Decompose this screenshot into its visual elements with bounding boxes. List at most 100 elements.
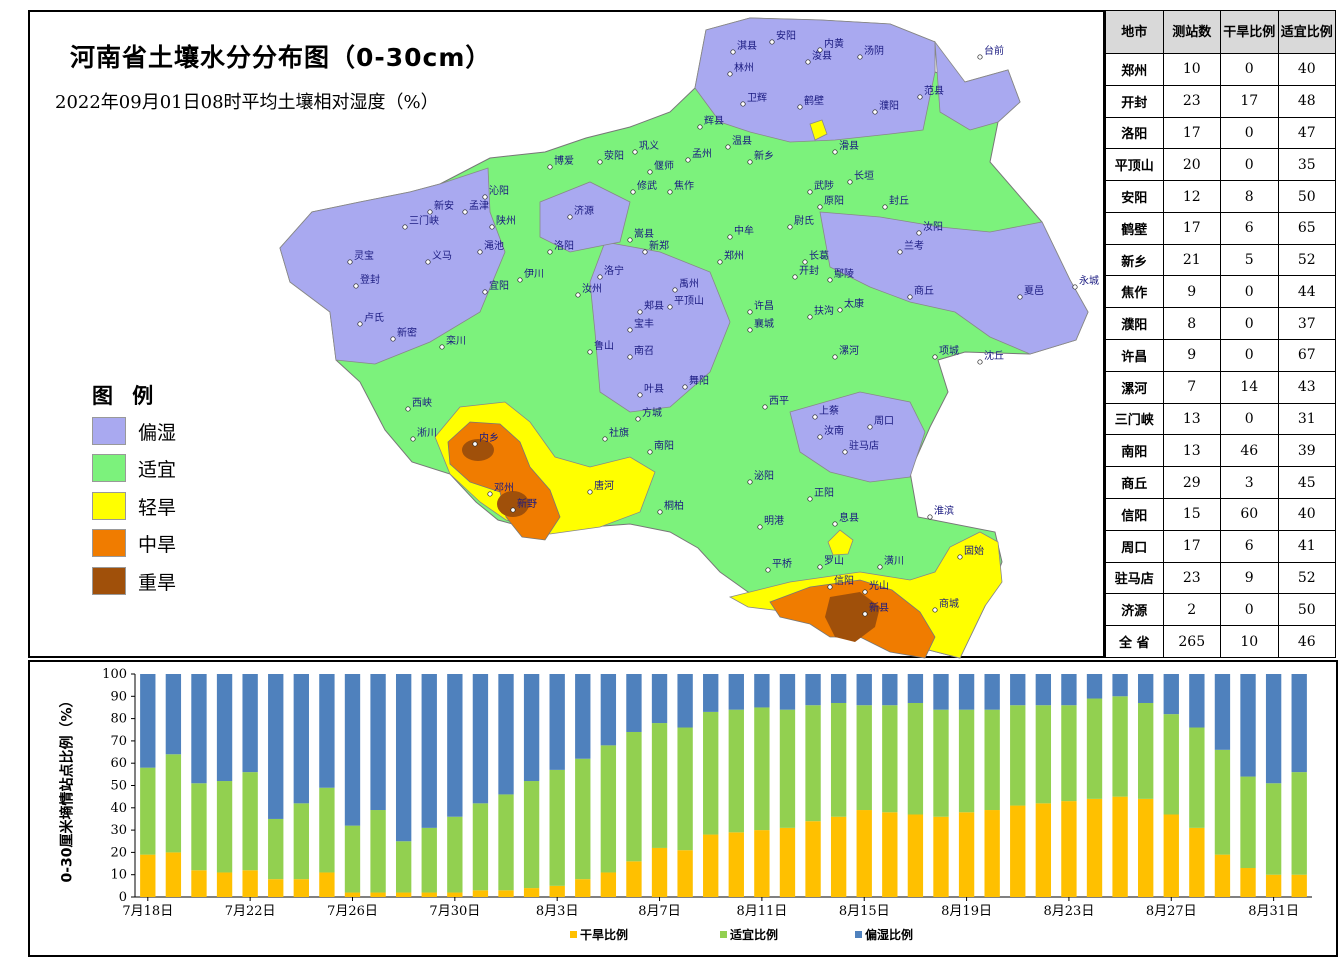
place-label: 栾川 <box>446 334 466 347</box>
legend-label: 适宜 <box>138 458 177 481</box>
bar-segment <box>754 830 770 897</box>
bar-segment <box>1163 814 1179 897</box>
station-dot <box>682 384 688 390</box>
bar-segment <box>1291 674 1307 773</box>
station-dot <box>637 392 643 398</box>
place-label: 济源 <box>574 204 594 217</box>
bar-segment <box>1061 674 1077 706</box>
place-label: 叶县 <box>644 383 664 395</box>
station-dot <box>916 230 922 236</box>
place-label: 新安 <box>434 199 454 212</box>
station-dot <box>627 237 633 243</box>
place-label: 南阳 <box>654 439 674 452</box>
value-cell: 52 <box>1277 561 1336 595</box>
y-tick-label: 60 <box>110 756 127 771</box>
place-label: 汝南 <box>824 424 844 437</box>
bar-segment <box>216 781 233 873</box>
bar-segment <box>1035 705 1052 804</box>
place-label: 舞阳 <box>689 375 709 387</box>
place-label: 长垣 <box>854 170 874 182</box>
bar-segment <box>1112 796 1128 897</box>
bar-segment <box>140 854 156 897</box>
place-label: 淅川 <box>417 427 437 439</box>
bar-segment <box>293 803 309 880</box>
bar-segment <box>830 816 847 897</box>
place-label: 洛宁 <box>604 264 624 277</box>
bar-segment <box>856 674 872 706</box>
bar-segment <box>1291 874 1307 897</box>
station-dot <box>482 289 488 295</box>
station-dot <box>877 564 883 570</box>
station-dot <box>957 554 963 560</box>
value-cell: 31 <box>1277 402 1336 436</box>
place-label: 中牟 <box>734 224 754 237</box>
station-dot <box>667 189 673 195</box>
bar-segment <box>191 674 207 784</box>
bar-segment <box>1240 776 1256 869</box>
bar-segment <box>882 812 898 897</box>
place-label: 濮阳 <box>879 99 899 112</box>
place-label: 固始 <box>964 544 984 557</box>
legend-label: 偏湿 <box>138 421 177 444</box>
bar-segment <box>242 772 258 871</box>
value-cell: 40 <box>1277 497 1336 531</box>
bar-segment <box>958 674 975 710</box>
table-row: 安阳 12 8 50 <box>1105 180 1336 213</box>
value-cell: 67 <box>1277 339 1336 372</box>
bar-segment <box>319 872 335 897</box>
bar-segment <box>626 674 642 732</box>
place-label: 许昌 <box>754 300 774 312</box>
city-cell: 商丘 <box>1105 466 1164 499</box>
legend-label: 轻旱 <box>138 496 177 519</box>
place-label: 温县 <box>732 135 752 147</box>
legend-swatch <box>92 492 126 520</box>
place-label: 汝阳 <box>923 220 943 233</box>
place-label: 滑县 <box>839 140 859 152</box>
station-dot <box>667 304 673 310</box>
bar-segment <box>498 890 514 897</box>
bar-segment <box>856 810 872 897</box>
place-label: 义马 <box>432 250 452 262</box>
legend-item: 偏湿 <box>92 416 176 446</box>
place-label: 卫辉 <box>747 92 767 104</box>
bar-segment <box>1010 674 1026 706</box>
table-row: 南阳 13 46 39 <box>1105 434 1336 468</box>
bar-segment <box>575 879 591 897</box>
bar-segment <box>1035 674 1052 706</box>
value-cell: 7 <box>1162 370 1221 404</box>
bar-segment <box>600 745 617 873</box>
legend-label: 中旱 <box>138 533 177 556</box>
value-cell: 0 <box>1220 275 1279 309</box>
place-label: 孟州 <box>692 148 712 160</box>
station-dot <box>897 249 903 255</box>
chart-legend-swatch <box>570 931 577 938</box>
y-tick-label: 90 <box>110 689 127 704</box>
legend-label: 重旱 <box>138 571 177 594</box>
bar-segment <box>754 674 770 708</box>
place-label: 上蔡 <box>819 404 839 417</box>
bar-segment <box>1189 727 1205 828</box>
station-dot <box>932 354 938 360</box>
table-row: 信阳 15 60 40 <box>1105 497 1336 531</box>
bar-segment <box>344 674 361 826</box>
value-cell: 12 <box>1162 180 1221 213</box>
city-cell: 焦作 <box>1105 275 1164 309</box>
value-cell: 0 <box>1220 116 1279 150</box>
city-cell: 鹤壁 <box>1105 211 1164 245</box>
bar-segment <box>600 674 617 746</box>
y-tick-label: 30 <box>110 823 127 838</box>
station-dot <box>635 416 641 422</box>
bar-segment <box>830 674 847 703</box>
bar-segment <box>830 702 847 817</box>
place-label: 襄城 <box>754 317 774 330</box>
bar-segment <box>293 674 309 804</box>
bar-segment <box>1265 874 1282 897</box>
place-label: 兰考 <box>904 239 924 252</box>
city-cell: 三门峡 <box>1105 402 1164 436</box>
bar-segment <box>140 767 156 855</box>
bar-segment <box>651 723 668 848</box>
value-cell: 50 <box>1277 180 1336 213</box>
station-dot <box>977 359 983 365</box>
bar-segment <box>1265 783 1282 875</box>
